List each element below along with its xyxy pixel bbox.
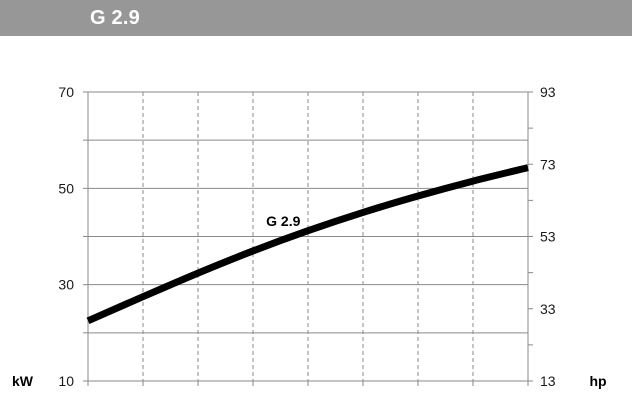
series-layer xyxy=(86,164,529,324)
right-tick-label: 33 xyxy=(540,301,556,317)
header-title: G 2.9 xyxy=(90,7,140,29)
left-tick-label: 50 xyxy=(58,180,74,196)
left-unit-label: kW xyxy=(12,373,34,389)
series-label: G 2.9 xyxy=(266,213,300,229)
axis-layer xyxy=(83,91,533,386)
right-tick-label: 53 xyxy=(540,229,556,245)
right-tick-label: 93 xyxy=(540,84,556,100)
right-unit-label: hp xyxy=(589,373,606,389)
grid-layer xyxy=(88,91,528,381)
left-tick-label: 10 xyxy=(58,373,74,389)
left-tick-label: 30 xyxy=(58,277,74,293)
header-band: G 2.9 xyxy=(0,0,632,36)
label-layer: 70 50 30 10 93 73 53 33 13 kW hp G 2.9 xyxy=(12,84,607,389)
left-tick-label: 70 xyxy=(58,84,74,100)
series-line xyxy=(86,164,529,324)
right-tick-label: 13 xyxy=(540,373,556,389)
right-tick-label: 73 xyxy=(540,156,556,172)
